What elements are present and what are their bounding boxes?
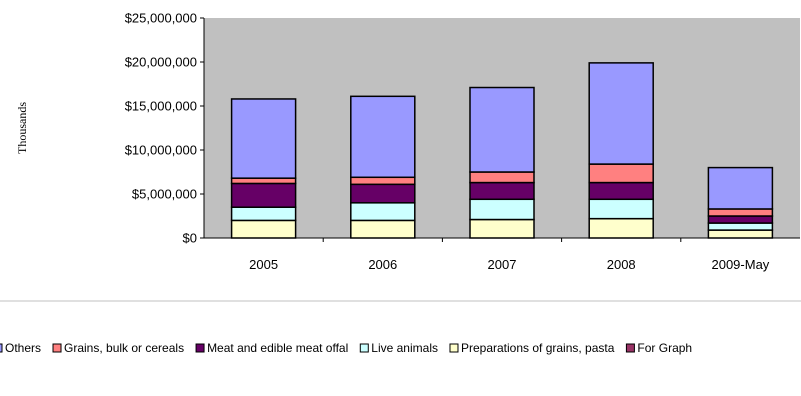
y-tick-label: $20,000,000	[125, 55, 197, 70]
bar-segment	[707, 229, 774, 239]
x-tick-label: 2007	[488, 257, 517, 272]
y-axis-ticks: $0 $5,000,000 $10,000,000 $15,000,000 $20,00…	[125, 11, 204, 246]
legend-label: Others	[5, 341, 41, 355]
bar-segment	[588, 198, 654, 220]
bar-segment	[707, 208, 774, 217]
x-tick-label: 2009-May	[711, 257, 769, 272]
bar-segment	[230, 219, 297, 239]
legend: Others Grains, bulk or cereals Meat and ed…	[0, 341, 692, 355]
legend-swatch	[449, 343, 459, 353]
bar-segment	[350, 219, 416, 239]
bar-segment	[230, 177, 297, 185]
bar-segment	[469, 181, 535, 201]
legend-swatch	[195, 343, 205, 353]
y-tick-label: $25,000,000	[125, 11, 197, 26]
bar-segment	[350, 202, 416, 222]
bar-segment	[588, 217, 654, 239]
bar-segment	[707, 166, 774, 210]
legend-item: Others	[0, 341, 41, 355]
bar-segment	[588, 181, 654, 201]
bar-segment	[350, 176, 416, 186]
bar-segment	[469, 171, 535, 184]
bar-segment	[469, 86, 535, 173]
y-tick-label: $0	[183, 231, 197, 246]
legend-item: Preparations of grains, pasta	[449, 341, 615, 355]
bar-segment	[707, 215, 774, 224]
bar-segment	[588, 163, 654, 184]
bar-segment	[588, 62, 654, 165]
y-tick-label: $15,000,000	[125, 99, 197, 114]
bar-segment	[230, 182, 297, 208]
legend-item: Meat and edible meat offal	[195, 341, 348, 355]
bar-segment	[469, 218, 535, 239]
legend-item: Live animals	[359, 341, 438, 355]
bar-segment	[350, 95, 416, 179]
bar-segment	[707, 222, 774, 231]
legend-label: For Graph	[637, 341, 692, 355]
legend-label: Meat and edible meat offal	[207, 341, 348, 355]
legend-label: Live animals	[371, 341, 438, 355]
legend-item: Grains, bulk or cereals	[52, 341, 184, 355]
x-tick-label: 2006	[368, 257, 397, 272]
legend-item: For Graph	[625, 341, 692, 355]
legend-swatch	[52, 343, 62, 353]
x-tick-label: 2005	[249, 257, 278, 272]
x-tick-label: 2008	[607, 257, 636, 272]
y-tick-label: $5,000,000	[132, 187, 197, 202]
bars-group	[230, 62, 774, 239]
legend-swatch	[625, 343, 635, 353]
legend-swatch	[0, 343, 3, 353]
bar-segment	[469, 198, 535, 221]
bar-segment	[230, 206, 297, 222]
legend-swatch	[359, 343, 369, 353]
legend-label: Grains, bulk or cereals	[64, 341, 184, 355]
bar-segment	[230, 98, 297, 179]
x-axis-ticks: 2005 2006 2007 2008 2009-May	[249, 238, 770, 272]
bar-segment	[350, 183, 416, 204]
legend-label: Preparations of grains, pasta	[461, 341, 615, 355]
y-tick-label: $10,000,000	[125, 143, 197, 158]
y-axis-label: Thousands	[15, 102, 29, 154]
